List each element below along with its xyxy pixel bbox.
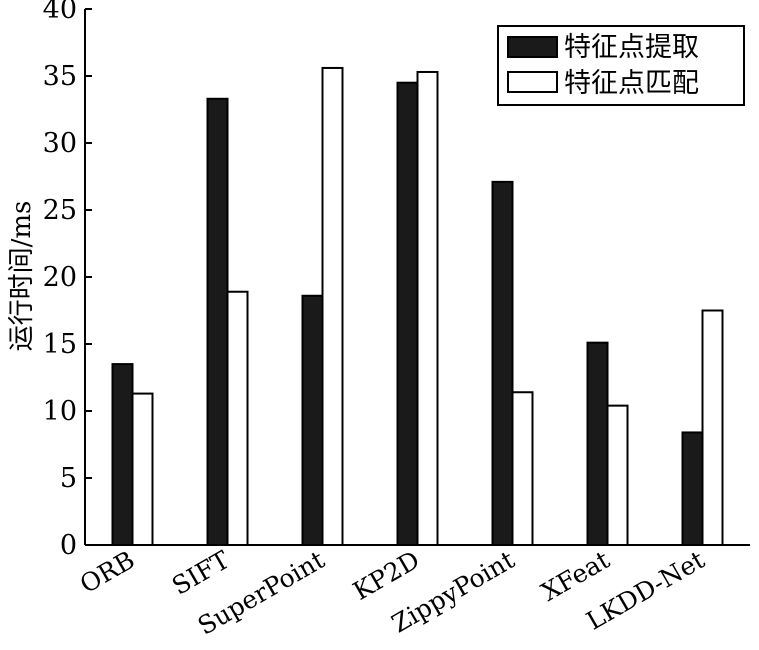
bar-extraction-kp2d xyxy=(396,81,419,546)
bar-matching-kp2d xyxy=(416,70,439,546)
bar-extraction-sift xyxy=(206,97,229,546)
y-tick-label: 15 xyxy=(43,329,77,360)
legend-label-extraction: 特征点提取 xyxy=(564,32,699,63)
legend-label-matching: 特征点匹配 xyxy=(564,68,699,99)
bar-extraction-lkdd-net xyxy=(681,431,704,546)
y-tick-label: 30 xyxy=(43,128,77,159)
bar-matching-lkdd-net xyxy=(701,309,724,546)
y-tick-label: 25 xyxy=(43,195,77,226)
y-tick-label: 0 xyxy=(60,530,77,561)
bar-matching-sift xyxy=(226,290,249,546)
y-tick-label: 10 xyxy=(43,396,77,427)
legend-swatch-extraction xyxy=(507,36,558,58)
x-category-label: KP2D xyxy=(348,545,424,606)
bar-extraction-zippypoint xyxy=(491,180,514,547)
bar-matching-zippypoint xyxy=(511,391,534,546)
bar-matching-orb xyxy=(131,392,154,546)
bar-extraction-superpoint xyxy=(301,294,324,547)
legend: 特征点提取 特征点匹配 xyxy=(497,25,745,106)
bar-matching-xfeat xyxy=(606,404,629,547)
y-tick-label: 40 xyxy=(43,0,77,25)
y-axis-title: 运行时间/ms xyxy=(7,201,37,352)
bar-extraction-orb xyxy=(111,363,134,546)
y-tick-label: 5 xyxy=(60,463,77,494)
x-category-label: ORB xyxy=(75,545,139,599)
bar-matching-superpoint xyxy=(321,66,344,547)
bar-extraction-xfeat xyxy=(586,341,609,546)
legend-swatch-matching xyxy=(507,71,558,93)
y-tick-label: 35 xyxy=(43,61,77,92)
y-tick-label: 20 xyxy=(43,262,77,293)
x-category-label: SIFT xyxy=(167,545,235,601)
